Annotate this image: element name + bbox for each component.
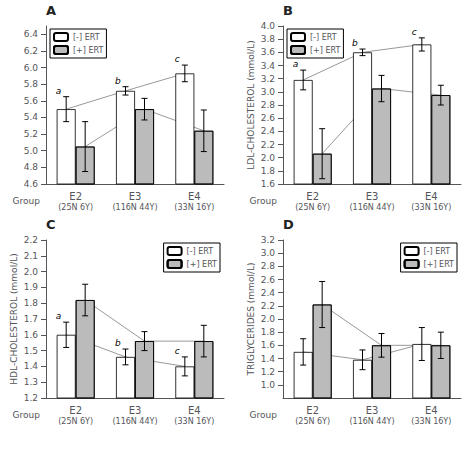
- svg-text:[-] ERT: [-] ERT: [187, 247, 214, 256]
- svg-text:E3: E3: [366, 191, 379, 202]
- svg-text:5.6: 5.6: [24, 96, 39, 106]
- svg-text:C: C: [46, 217, 56, 232]
- svg-text:1.2: 1.2: [261, 367, 275, 377]
- svg-text:3.2: 3.2: [261, 235, 275, 245]
- svg-text:[-] ERT: [-] ERT: [73, 33, 100, 42]
- svg-text:1.4: 1.4: [261, 354, 276, 364]
- svg-text:a: a: [56, 311, 62, 321]
- svg-text:1.6: 1.6: [24, 330, 39, 340]
- svg-text:E2: E2: [306, 191, 319, 202]
- svg-text:LDL-CHOLESTEROL (mmol/L): LDL-CHOLESTEROL (mmol/L): [246, 40, 256, 170]
- svg-text:1.8: 1.8: [261, 327, 276, 337]
- svg-text:3.0: 3.0: [261, 248, 276, 258]
- svg-text:2.8: 2.8: [261, 100, 276, 110]
- svg-text:E2: E2: [69, 191, 82, 202]
- svg-text:6.0: 6.0: [24, 63, 39, 73]
- svg-text:2.0: 2.0: [261, 314, 276, 324]
- svg-text:5.2: 5.2: [24, 129, 38, 139]
- svg-text:Group: Group: [13, 410, 41, 420]
- svg-text:E3: E3: [129, 191, 142, 202]
- svg-text:Group: Group: [13, 196, 41, 206]
- svg-text:a: a: [293, 59, 299, 69]
- svg-text:(33N 16Y): (33N 16Y): [411, 417, 451, 426]
- svg-text:5.0: 5.0: [24, 146, 39, 156]
- svg-text:2.6: 2.6: [261, 275, 276, 285]
- svg-text:4.6: 4.6: [24, 179, 39, 189]
- svg-text:E4: E4: [425, 191, 438, 202]
- svg-text:[+] ERT: [+] ERT: [310, 46, 341, 55]
- svg-text:4.8: 4.8: [24, 162, 39, 172]
- svg-text:HDL-CHOLESTEROL (mmol/L): HDL-CHOLESTEROL (mmol/L): [9, 253, 19, 384]
- svg-text:A: A: [46, 3, 56, 18]
- svg-text:3.2: 3.2: [261, 74, 275, 84]
- svg-text:1.6: 1.6: [261, 340, 276, 350]
- svg-text:1.4: 1.4: [24, 361, 39, 371]
- svg-text:3.8: 3.8: [261, 34, 276, 44]
- svg-text:B: B: [283, 3, 293, 18]
- svg-text:2.2: 2.2: [261, 140, 275, 150]
- svg-text:1.8: 1.8: [261, 166, 276, 176]
- svg-text:[-] ERT: [-] ERT: [310, 33, 337, 42]
- svg-text:(116N 44Y): (116N 44Y): [112, 417, 157, 426]
- svg-text:2.8: 2.8: [261, 261, 276, 271]
- svg-text:2.2: 2.2: [24, 235, 38, 245]
- svg-text:a: a: [56, 86, 62, 96]
- svg-text:2.4: 2.4: [261, 288, 276, 298]
- svg-text:3.0: 3.0: [261, 87, 276, 97]
- svg-text:1.6: 1.6: [261, 179, 276, 189]
- svg-text:(116N 44Y): (116N 44Y): [349, 203, 394, 212]
- svg-text:2.2: 2.2: [261, 301, 275, 311]
- svg-text:E2: E2: [69, 405, 82, 416]
- svg-text:b: b: [115, 76, 121, 86]
- svg-text:2.1: 2.1: [24, 251, 38, 261]
- svg-text:D: D: [283, 217, 294, 232]
- svg-text:(116N 44Y): (116N 44Y): [349, 417, 394, 426]
- svg-text:c: c: [175, 346, 180, 356]
- svg-text:1.2: 1.2: [24, 393, 38, 403]
- svg-text:Group: Group: [250, 410, 278, 420]
- svg-text:E4: E4: [188, 405, 201, 416]
- svg-text:b: b: [115, 338, 121, 348]
- svg-text:(25N 6Y): (25N 6Y): [295, 417, 330, 426]
- svg-text:[+] ERT: [+] ERT: [73, 46, 104, 55]
- svg-text:6.2: 6.2: [24, 46, 38, 56]
- svg-text:2.0: 2.0: [261, 153, 276, 163]
- svg-text:[+] ERT: [+] ERT: [424, 260, 455, 269]
- svg-text:b: b: [352, 38, 358, 48]
- svg-text:1.9: 1.9: [24, 282, 39, 292]
- svg-text:(33N 16Y): (33N 16Y): [174, 203, 214, 212]
- svg-text:[+] ERT: [+] ERT: [187, 260, 218, 269]
- svg-text:1.0: 1.0: [261, 380, 276, 390]
- svg-text:6.4: 6.4: [24, 29, 39, 39]
- svg-text:(33N 16Y): (33N 16Y): [174, 417, 214, 426]
- svg-text:Group: Group: [250, 196, 278, 206]
- svg-text:5.4: 5.4: [24, 112, 39, 122]
- svg-text:1.8: 1.8: [24, 298, 39, 308]
- svg-text:TRIGLYCERIDES (mmol/L): TRIGLYCERIDES (mmol/L): [246, 263, 256, 377]
- svg-text:1.5: 1.5: [24, 346, 38, 356]
- svg-text:1.3: 1.3: [24, 377, 38, 387]
- svg-text:E2: E2: [306, 405, 319, 416]
- svg-text:(25N 6Y): (25N 6Y): [58, 203, 93, 212]
- svg-text:(33N 16Y): (33N 16Y): [411, 203, 451, 212]
- svg-text:2.6: 2.6: [261, 113, 276, 123]
- svg-text:1.7: 1.7: [24, 314, 38, 324]
- svg-text:5.8: 5.8: [24, 79, 39, 89]
- svg-text:E3: E3: [366, 405, 379, 416]
- svg-text:E3: E3: [129, 405, 142, 416]
- svg-text:4.0: 4.0: [261, 21, 276, 31]
- svg-text:c: c: [412, 27, 417, 37]
- svg-text:3.6: 3.6: [261, 47, 276, 57]
- svg-text:3.4: 3.4: [261, 61, 276, 71]
- svg-text:c: c: [175, 54, 180, 64]
- svg-text:(116N 44Y): (116N 44Y): [112, 203, 157, 212]
- svg-text:(25N 6Y): (25N 6Y): [58, 417, 93, 426]
- svg-text:(25N 6Y): (25N 6Y): [295, 203, 330, 212]
- svg-text:2.0: 2.0: [24, 267, 39, 277]
- svg-text:E4: E4: [425, 405, 438, 416]
- svg-text:[-] ERT: [-] ERT: [424, 247, 451, 256]
- svg-text:E4: E4: [188, 191, 201, 202]
- svg-text:2.4: 2.4: [261, 126, 276, 136]
